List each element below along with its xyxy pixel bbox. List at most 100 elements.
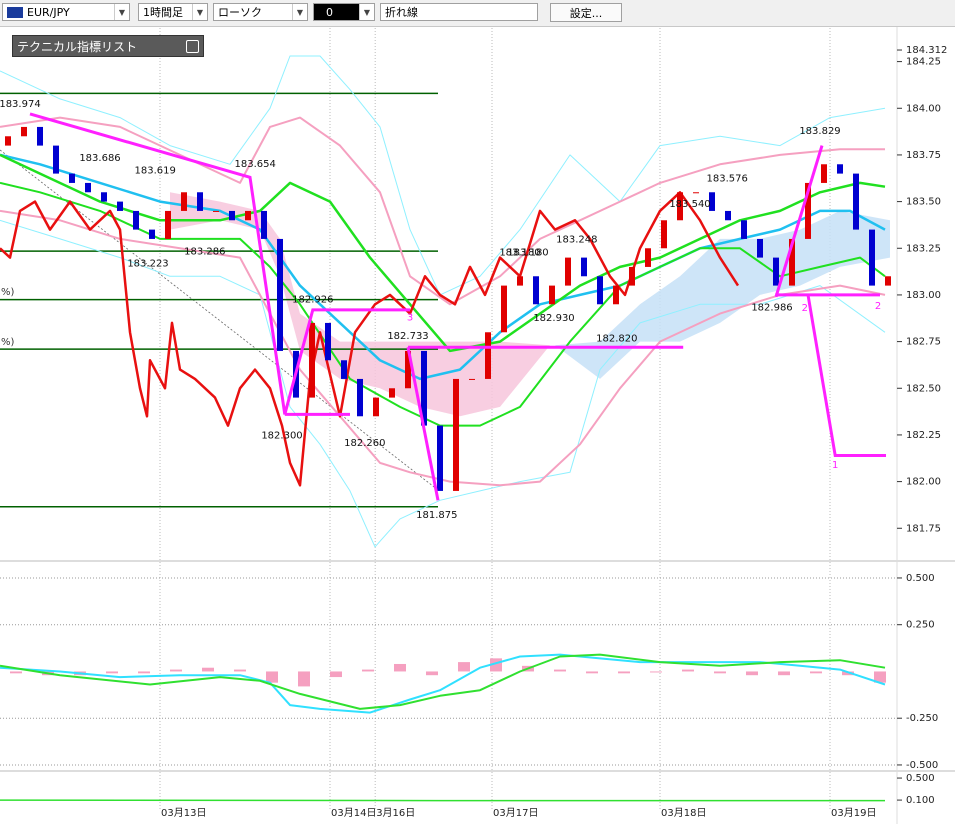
histogram-bar bbox=[618, 671, 630, 674]
price-annotation: 183.974 bbox=[0, 99, 41, 110]
candle-body bbox=[517, 276, 523, 286]
x-tick-label: 03月17日 bbox=[493, 807, 538, 819]
wave-label: 1 bbox=[832, 460, 838, 471]
line-type: 折れ線 bbox=[385, 6, 418, 19]
price-annotation: 183.248 bbox=[556, 235, 597, 246]
price-annotation: 182.733 bbox=[387, 331, 428, 342]
wave-label: 2 bbox=[875, 301, 881, 312]
histogram-bar bbox=[458, 662, 470, 672]
y-tick-label: -0.250 bbox=[906, 713, 938, 724]
histogram-bar bbox=[586, 671, 598, 674]
x-tick-label: 03月18日 bbox=[661, 807, 706, 819]
price-annotation: 183.540 bbox=[669, 199, 710, 210]
candle-body bbox=[469, 378, 475, 380]
candle-body bbox=[197, 192, 203, 211]
histogram-bar bbox=[266, 671, 278, 683]
y-tick-label: 0.500 bbox=[906, 573, 935, 584]
candle-body bbox=[773, 257, 779, 286]
histogram-bar bbox=[554, 669, 566, 672]
candle-body bbox=[213, 210, 219, 212]
candle-body bbox=[85, 182, 91, 193]
timeframe-select[interactable]: 1時間足 ▼ bbox=[138, 3, 208, 21]
histogram-bar bbox=[330, 671, 342, 678]
y-tick-label: -0.500 bbox=[906, 760, 938, 771]
y-tick-label: 184.00 bbox=[906, 103, 941, 114]
candle-body bbox=[229, 210, 235, 221]
histogram-bar bbox=[298, 671, 310, 687]
style-select[interactable]: ローソク ▼ bbox=[213, 3, 308, 21]
candle-body bbox=[629, 266, 635, 286]
histogram-bar bbox=[394, 663, 406, 672]
price-annotation: 183.829 bbox=[799, 126, 840, 137]
candle-body bbox=[261, 210, 267, 239]
indicator-line bbox=[0, 181, 886, 427]
candle-body bbox=[165, 210, 171, 239]
price-annotation: 182.926 bbox=[292, 295, 333, 306]
candle-body bbox=[837, 164, 843, 174]
price-annotation: 182.820 bbox=[596, 334, 637, 345]
price-annotation: 183.654 bbox=[235, 159, 276, 170]
y-tick-label: 182.50 bbox=[906, 383, 941, 394]
y-tick-label: 183.00 bbox=[906, 290, 941, 301]
price-annotation: 182.260 bbox=[344, 438, 385, 449]
y-tick-label: 181.75 bbox=[906, 523, 941, 534]
y-tick-label: 0.500 bbox=[906, 773, 935, 784]
line-type-select[interactable]: 折れ線 bbox=[380, 3, 538, 21]
count-select[interactable]: 0 ▼ bbox=[313, 3, 375, 21]
symbol: EUR/JPY bbox=[27, 6, 70, 19]
histogram-bar bbox=[714, 671, 726, 674]
candle-body bbox=[245, 210, 251, 221]
histogram-bar bbox=[234, 669, 246, 672]
price-annotation: 183.686 bbox=[79, 153, 120, 164]
symbol-select[interactable]: EUR/JPY ▼ bbox=[2, 3, 130, 21]
y-tick-label: 182.75 bbox=[906, 337, 941, 348]
candle-body bbox=[645, 248, 651, 267]
candle-body bbox=[805, 182, 811, 239]
price-annotation: 183.180 bbox=[507, 247, 548, 258]
price-annotation: 183.180 bbox=[499, 247, 540, 258]
macd-line bbox=[0, 653, 886, 710]
y-tick-label: 184.312 bbox=[906, 45, 947, 56]
y-tick-label: 184.25 bbox=[906, 57, 941, 68]
candle-body bbox=[677, 192, 683, 221]
price-annotation: 182.986 bbox=[751, 303, 792, 314]
candle-body bbox=[885, 276, 891, 286]
histogram-bar bbox=[202, 667, 214, 672]
candle-body bbox=[357, 378, 363, 417]
macd-line bbox=[0, 653, 886, 714]
price-annotation: 183.576 bbox=[707, 173, 748, 184]
price-annotation: 181.875 bbox=[416, 510, 457, 521]
x-tick-label: 03月13日 bbox=[161, 807, 206, 819]
flag-icon bbox=[7, 7, 23, 18]
chart-style: ローソク bbox=[218, 6, 262, 19]
histogram-bar bbox=[842, 671, 854, 676]
histogram-bar bbox=[106, 671, 118, 674]
y-tick-label: 183.25 bbox=[906, 243, 941, 254]
settings-button[interactable]: 設定... bbox=[550, 3, 622, 22]
indicator-list-title: テクニカル指標リスト bbox=[17, 40, 138, 54]
y-tick-label: 183.50 bbox=[906, 197, 941, 208]
candle-body bbox=[309, 322, 315, 398]
candle-body bbox=[613, 285, 619, 305]
left-label: %) bbox=[1, 337, 15, 348]
candle-body bbox=[693, 192, 699, 194]
candle-body bbox=[869, 229, 875, 286]
zigzag-line bbox=[29, 112, 886, 501]
wave-label: 3 bbox=[407, 312, 413, 323]
left-label: %) bbox=[1, 287, 15, 298]
candle-body bbox=[181, 192, 187, 211]
y-tick-label: 0.250 bbox=[906, 620, 935, 631]
candle-body bbox=[21, 126, 27, 137]
histogram-bar bbox=[10, 671, 22, 674]
histogram-bar bbox=[874, 671, 886, 683]
indicator-line bbox=[0, 153, 886, 381]
candle-body bbox=[133, 210, 139, 230]
candle-body bbox=[101, 192, 107, 202]
candle-body bbox=[277, 238, 283, 351]
candle-body bbox=[853, 173, 859, 230]
indicator-list-panel[interactable]: テクニカル指標リスト bbox=[12, 35, 204, 57]
wave-label: 2 bbox=[802, 303, 808, 314]
candle-body bbox=[789, 238, 795, 286]
candle-body bbox=[373, 397, 379, 417]
